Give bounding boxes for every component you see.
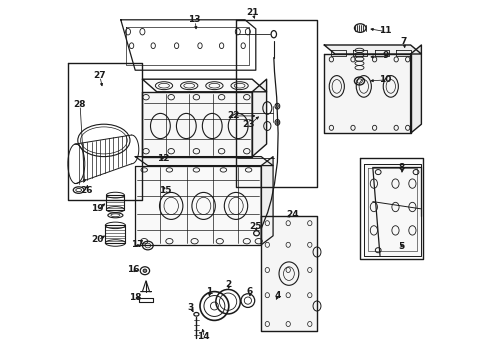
Ellipse shape [143,269,147,272]
Text: 7: 7 [400,37,407,46]
Text: 27: 27 [93,71,105,80]
Polygon shape [143,79,267,92]
Text: 12: 12 [157,154,169,163]
Text: 23: 23 [243,120,255,129]
Polygon shape [135,157,273,166]
Text: 4: 4 [274,291,281,300]
Text: 28: 28 [73,100,86,109]
Polygon shape [364,164,421,256]
Ellipse shape [354,24,366,32]
Text: 26: 26 [80,186,93,195]
Text: 8: 8 [398,163,405,172]
Text: 14: 14 [197,332,210,341]
Polygon shape [411,45,421,133]
Text: 24: 24 [286,210,299,219]
Polygon shape [261,157,273,245]
Text: 22: 22 [227,111,240,120]
Text: 13: 13 [188,15,201,24]
Polygon shape [135,166,261,245]
Text: 11: 11 [379,26,392,35]
Text: 3: 3 [188,303,194,312]
Text: 1: 1 [206,287,212,296]
Text: 16: 16 [127,266,140,274]
Text: 20: 20 [91,235,103,244]
Text: 2: 2 [226,280,232,289]
Polygon shape [143,92,252,157]
Text: 9: 9 [382,51,389,60]
Text: 15: 15 [159,186,171,195]
Polygon shape [324,45,421,54]
Text: 19: 19 [91,204,104,213]
Text: 10: 10 [379,75,392,84]
Polygon shape [252,79,267,157]
Text: 17: 17 [131,240,143,249]
Text: 21: 21 [246,8,258,17]
Text: 5: 5 [398,242,405,251]
Polygon shape [261,216,317,331]
Text: 25: 25 [249,222,261,231]
Polygon shape [324,54,411,133]
Text: 6: 6 [246,287,253,296]
Text: 18: 18 [129,292,142,301]
